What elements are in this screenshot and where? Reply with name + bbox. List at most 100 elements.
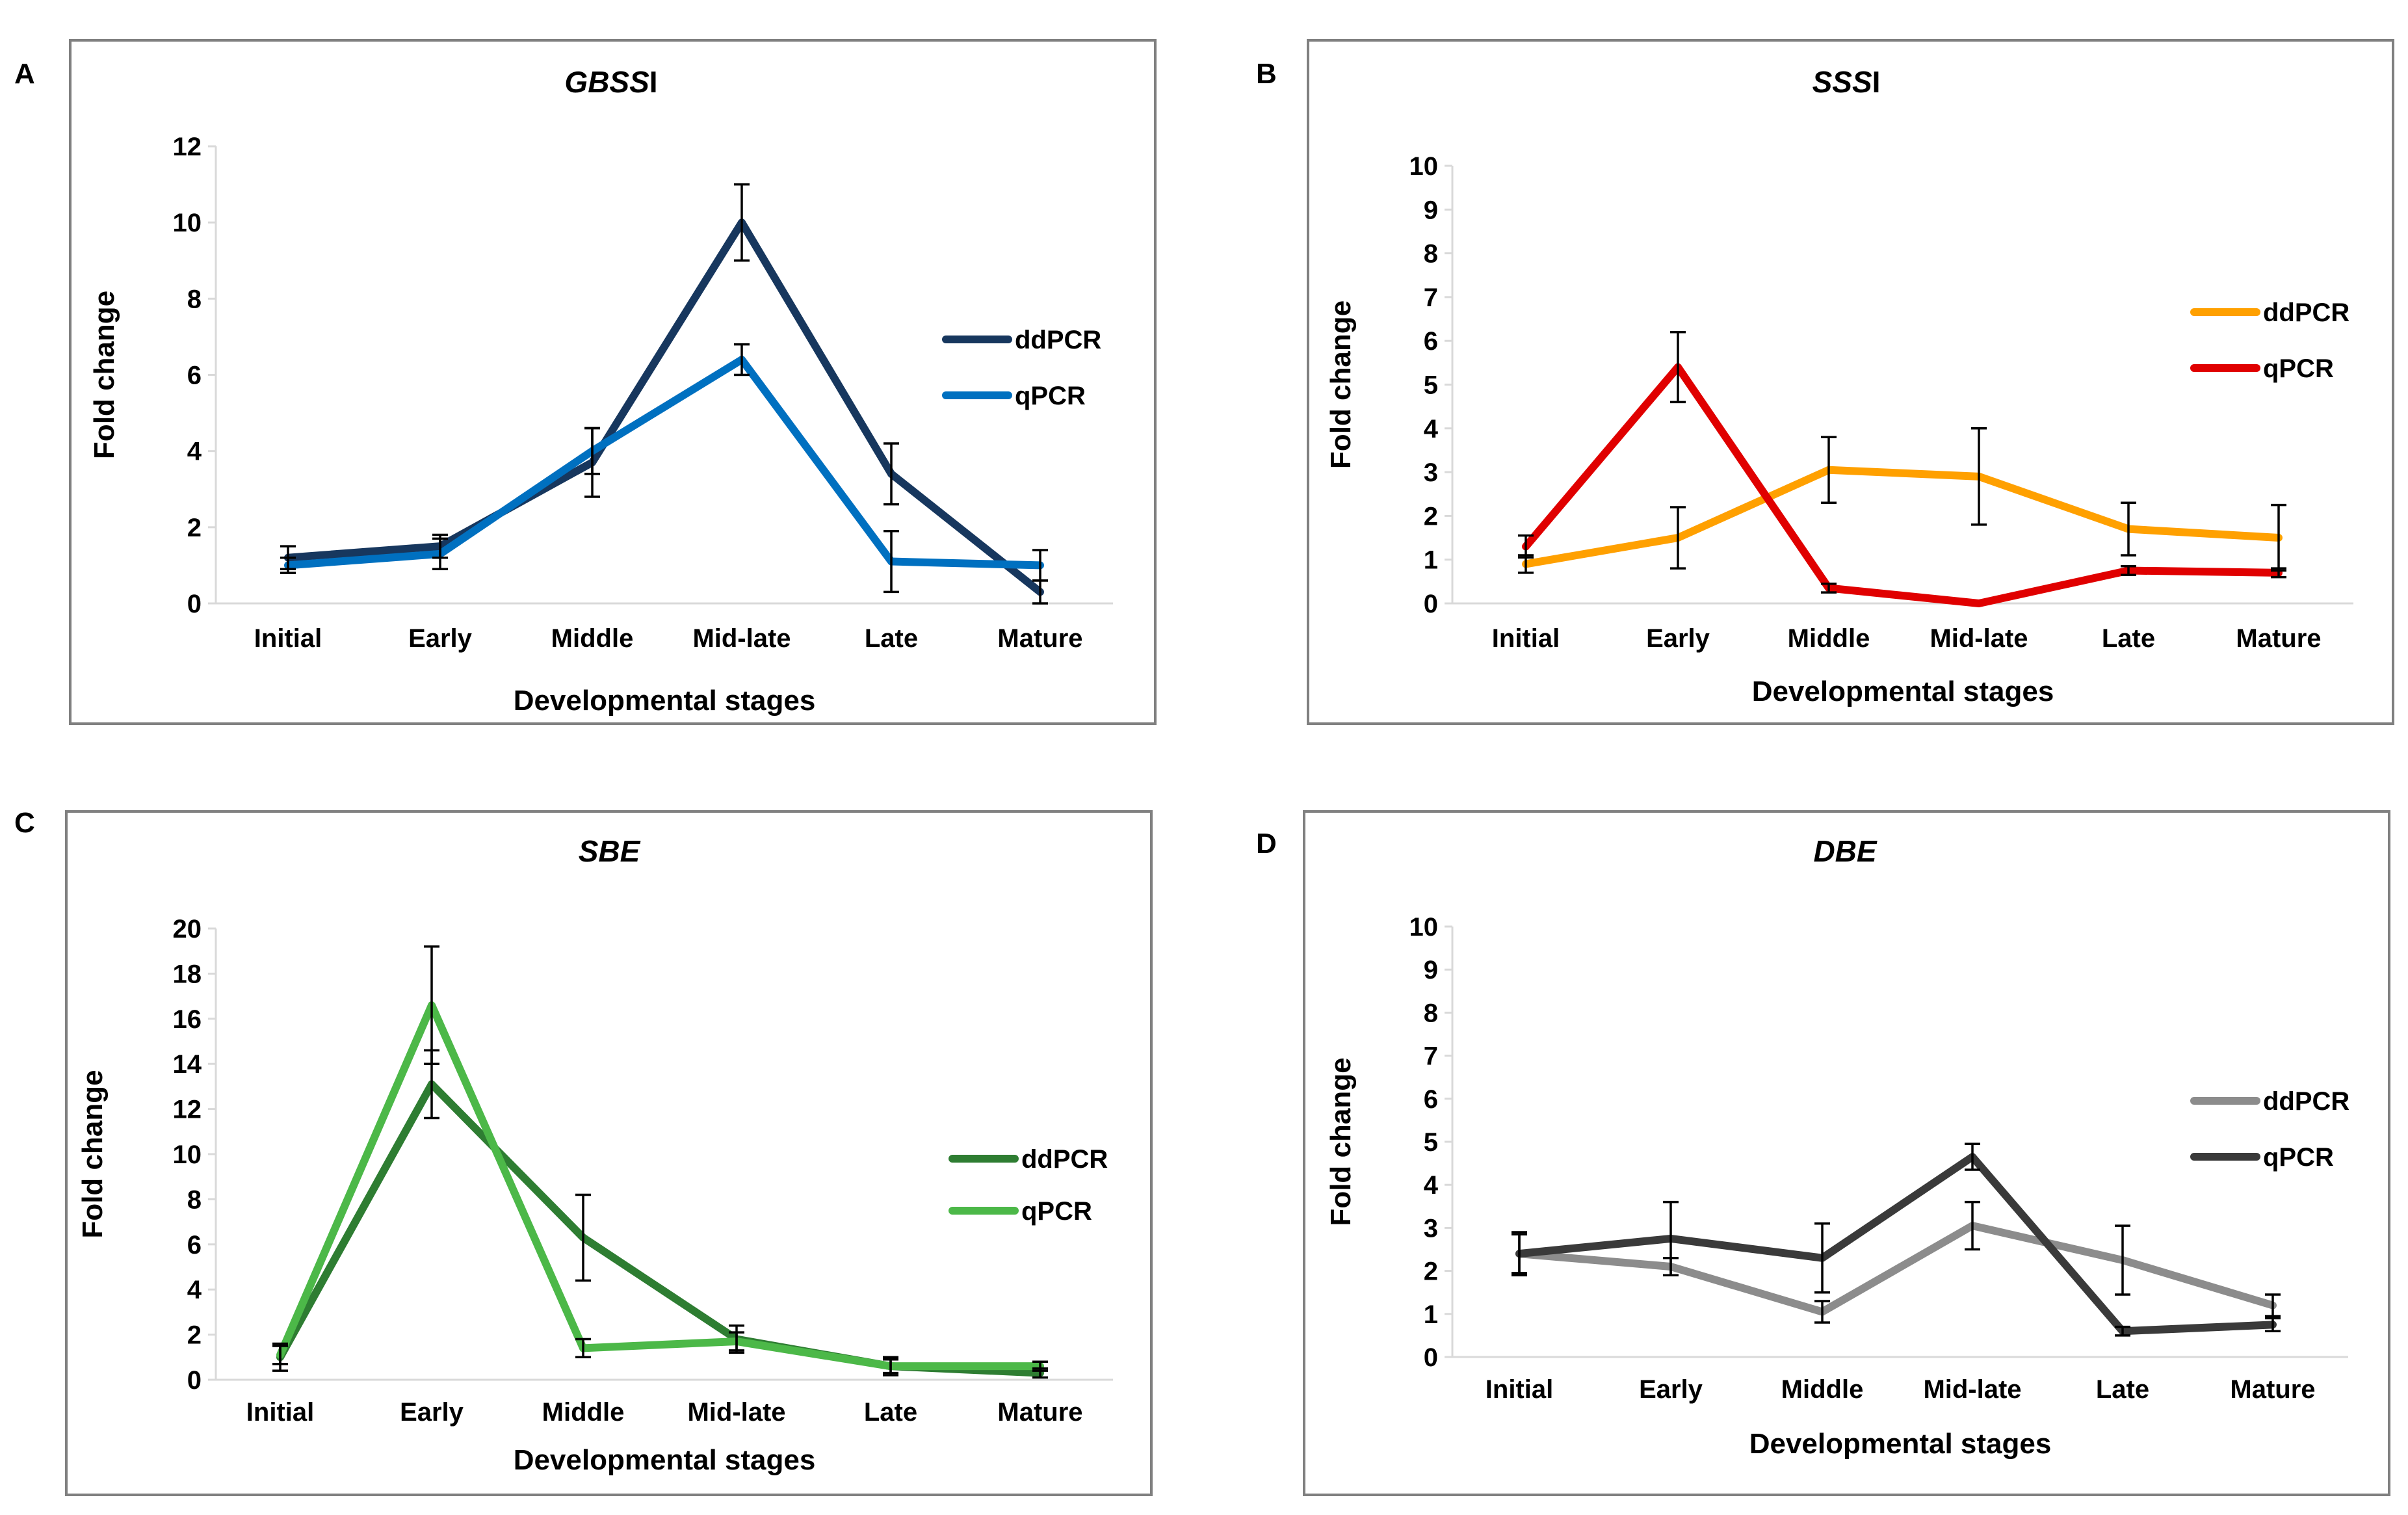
error-bar-qpcr [280, 556, 296, 574]
y-tick-label: 2 [187, 1321, 202, 1350]
y-tick-label: 16 [173, 1005, 202, 1034]
error-bar-qpcr [1032, 549, 1048, 582]
error-bar-qpcr [2121, 565, 2136, 577]
legend-label-qpcr: qPCR [1021, 1197, 1092, 1226]
error-bar-qpcr [432, 537, 448, 571]
y-tick-label: 7 [1424, 283, 1438, 312]
x-tick-label: Early [400, 1398, 464, 1427]
y-tick-label: 18 [173, 960, 202, 988]
x-tick-label: Middle [551, 624, 634, 653]
error-bar-qpcr [729, 1331, 744, 1352]
y-tick-label: 8 [1424, 999, 1438, 1027]
chart-title: DBE [1813, 834, 1877, 868]
y-tick-label: 6 [187, 1231, 202, 1259]
x-tick-label: Late [864, 1398, 917, 1427]
y-tick-label: 4 [187, 1276, 202, 1304]
error-bar-qpcr [883, 1358, 898, 1375]
error-bar-ddpcr [575, 1193, 591, 1282]
x-tick-label: Initial [1485, 1375, 1553, 1404]
y-tick-label: 0 [1424, 1343, 1438, 1372]
y-tick-label: 2 [187, 514, 202, 542]
error-bar-qpcr [1814, 1222, 1830, 1294]
chart-panel-d: D DBE 0 1 2 3 4 5 6 7 8 9 10 Initial Early Middle Mid-la… [1256, 810, 2390, 1496]
y-tick-label: 10 [1409, 152, 1439, 181]
y-tick-label: 1 [1424, 1300, 1438, 1329]
y-tick-label: 0 [187, 1366, 202, 1395]
error-bar-qpcr [2115, 1325, 2130, 1337]
y-tick-label: 4 [1424, 1171, 1439, 1200]
error-bar-ddpcr [2265, 1293, 2281, 1317]
x-tick-label: Late [2096, 1375, 2149, 1404]
y-tick-label: 20 [173, 915, 202, 943]
y-tick-label: 10 [173, 1140, 202, 1169]
y-tick-label: 6 [1424, 327, 1438, 356]
error-bar-qpcr [272, 1345, 288, 1365]
error-bar-ddpcr [1821, 436, 1837, 504]
y-tick-label: 0 [1424, 590, 1438, 618]
panel-letter: C [14, 807, 35, 839]
series-line-qpcr [1515, 1153, 2277, 1336]
error-bar-qpcr [584, 427, 600, 475]
x-axis-title: Developmental stages [1749, 1428, 2052, 1460]
y-tick-label: 6 [1424, 1085, 1438, 1114]
x-tick-label: Mid-late [1930, 624, 2028, 653]
x-tick-label: Early [1646, 624, 1710, 653]
y-tick-label: 10 [1409, 913, 1439, 942]
error-bar-qpcr [1518, 534, 1534, 559]
series-line-ddpcr [284, 218, 1044, 596]
chart-title: SSSI [1813, 65, 1881, 99]
error-bar-ddpcr [1965, 1200, 1980, 1251]
y-tick-label: 0 [187, 590, 202, 618]
x-axis-title: Developmental stages [1752, 676, 2054, 707]
x-tick-label: Mature [2230, 1375, 2315, 1404]
error-bar-qpcr [2265, 1317, 2281, 1333]
error-bar-ddpcr [2115, 1224, 2130, 1296]
y-tick-label: 12 [173, 1096, 202, 1124]
chart-panel-a: A GBSSI 0 2 4 6 8 10 12 Initial Early Middle Mid-lat… [14, 39, 1157, 725]
x-tick-label: Mature [997, 1398, 1082, 1427]
error-bar-qpcr [1512, 1233, 1527, 1274]
series-line-qpcr [1522, 363, 2283, 607]
y-tick-label: 2 [1424, 502, 1438, 531]
x-tick-label: Middle [542, 1398, 625, 1427]
error-bar-ddpcr [1814, 1300, 1830, 1324]
legend-label-qpcr: qPCR [2263, 1143, 2334, 1172]
x-axis-title: Developmental stages [514, 1444, 816, 1476]
error-bar-ddpcr [734, 183, 750, 262]
panel-frame [1307, 39, 2394, 725]
chart-title: SBE [579, 834, 641, 868]
y-tick-label: 8 [187, 285, 202, 313]
x-tick-label: Initial [1492, 624, 1560, 653]
x-tick-label: Initial [246, 1398, 314, 1427]
y-axis-title: Fold change [77, 1070, 109, 1238]
error-bar-qpcr [1965, 1142, 1980, 1171]
chart-title: GBSSI [564, 65, 657, 99]
error-bar-ddpcr [1670, 506, 1686, 570]
y-tick-label: 3 [1424, 458, 1438, 487]
legend-label-ddpcr: ddPCR [2263, 1087, 2349, 1116]
y-axis-title: Fold change [1325, 1057, 1357, 1226]
error-bar-qpcr [575, 1337, 591, 1359]
y-tick-label: 14 [173, 1050, 202, 1079]
x-tick-label: Middle [1781, 1375, 1864, 1404]
legend-label-qpcr: qPCR [1015, 382, 1086, 410]
chart-panel-b: B SSSI 0 1 2 3 4 5 6 7 8 9 10 Initial Early Middle Mid-l… [1256, 39, 2394, 725]
error-bar-qpcr [1821, 582, 1837, 594]
x-tick-label: Initial [254, 624, 322, 653]
x-tick-label: Middle [1788, 624, 1870, 653]
error-bar-qpcr [2271, 567, 2286, 579]
panel-letter: B [1256, 58, 1277, 90]
error-bar-ddpcr [1971, 427, 1987, 526]
series-line-ddpcr [1515, 1222, 2277, 1316]
y-tick-label: 10 [173, 209, 202, 237]
y-tick-label: 9 [1424, 196, 1438, 224]
legend-label-qpcr: qPCR [2263, 354, 2334, 383]
legend-label-ddpcr: ddPCR [1021, 1145, 1108, 1174]
y-tick-label: 2 [1424, 1258, 1438, 1286]
error-bar-ddpcr [2121, 501, 2136, 557]
y-tick-label: 4 [187, 438, 202, 466]
chart-panel-c: C SBE 0 2 4 6 8 10 12 14 16 18 20 Initial Early Middle M… [14, 807, 1153, 1496]
x-tick-label: Mid-late [1923, 1375, 2021, 1404]
y-tick-label: 8 [187, 1185, 202, 1214]
